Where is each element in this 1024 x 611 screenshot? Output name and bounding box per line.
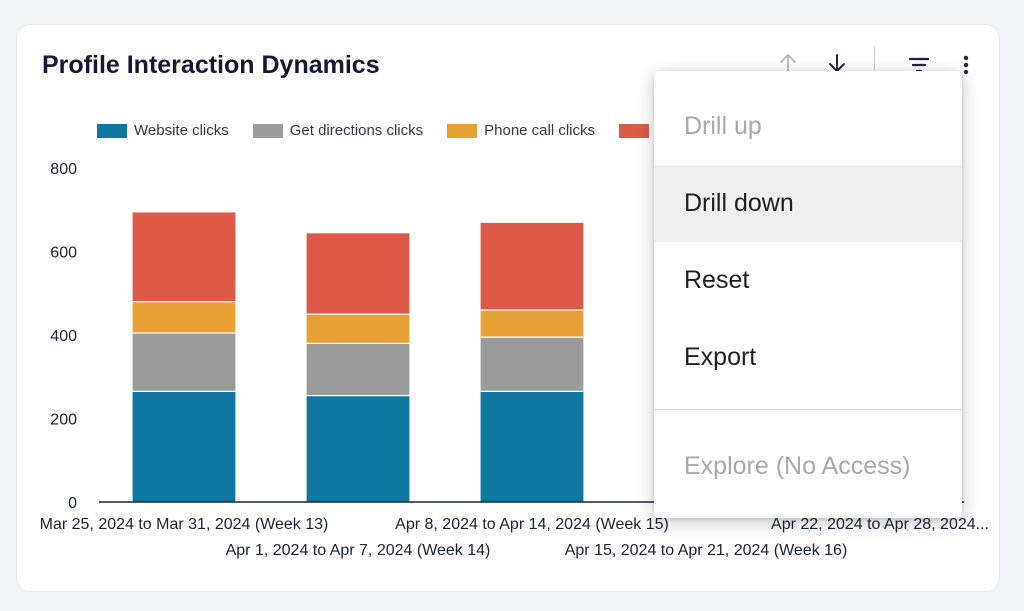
x-tick-label: Apr 8, 2024 to Apr 14, 2024 (Week 15)	[395, 516, 669, 533]
menu-item-explore: Explore (No Access)	[684, 452, 911, 480]
bar-segment	[305, 232, 411, 315]
legend-label: Phone call clicks	[484, 122, 596, 139]
x-tick-label: Apr 15, 2024 to Apr 21, 2024 (Week 16)	[565, 542, 848, 559]
x-tick-label: Apr 1, 2024 to Apr 7, 2024 (Week 14)	[226, 542, 491, 559]
menu-item-drill-down[interactable]: Drill down	[654, 165, 962, 242]
menu-item-reset[interactable]: Reset	[684, 266, 750, 294]
x-tick-label: Apr 22, 2024 to Apr 28, 2024...	[771, 516, 989, 533]
bar-segment	[131, 332, 237, 392]
bar-segment	[479, 336, 585, 392]
legend-item-website-clicks[interactable]: Website clicks	[97, 122, 229, 139]
toolbar-divider	[874, 47, 875, 77]
legend-item-fourth-series[interactable]	[619, 122, 656, 139]
bar-segment	[479, 309, 585, 338]
y-tick-label: 200	[50, 412, 77, 429]
bar-segment	[305, 313, 411, 344]
bar-segment	[131, 390, 237, 503]
bar-segment	[305, 342, 411, 397]
legend-swatch	[252, 123, 283, 138]
legend-item-get-directions-clicks[interactable]: Get directions clicks	[252, 122, 424, 139]
legend-label: Website clicks	[134, 122, 229, 139]
y-tick-label: 800	[50, 161, 77, 178]
menu-item-drill-up: Drill up	[684, 112, 762, 140]
chart-options-menu: Drill up Drill down Reset Export Explore…	[654, 71, 962, 518]
menu-divider	[654, 409, 962, 410]
arrow-up-icon[interactable]	[774, 49, 802, 77]
bar-segment	[131, 211, 237, 303]
menu-item-export[interactable]: Export	[684, 343, 757, 371]
chart-title: Profile Interaction Dynamics	[42, 51, 380, 79]
y-tick-label: 400	[50, 328, 77, 345]
legend-item-phone-call-clicks[interactable]: Phone call clicks	[447, 122, 595, 139]
more-vert-icon[interactable]	[952, 51, 980, 79]
y-tick-label: 600	[50, 245, 77, 262]
y-tick-label: 0	[68, 495, 77, 512]
legend-swatch	[619, 123, 650, 138]
legend-label: Get directions clicks	[289, 122, 424, 139]
bar-segment	[131, 301, 237, 334]
x-tick-label: Mar 25, 2024 to Mar 31, 2024 (Week 13)	[40, 516, 329, 533]
legend-swatch	[447, 123, 478, 138]
bar-segment	[479, 221, 585, 311]
bar-segment	[305, 394, 411, 503]
legend-swatch	[97, 123, 127, 138]
bar-segment	[479, 390, 585, 503]
chart-legend: Website clicks Get directions clicks Pho…	[97, 122, 656, 139]
